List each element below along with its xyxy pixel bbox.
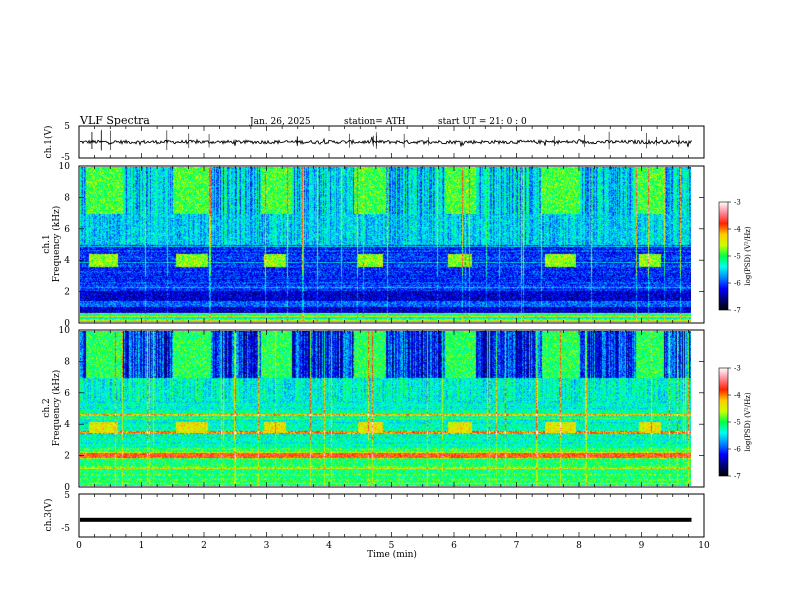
ch1-waveform-spikes	[91, 129, 680, 151]
freq-tick-label: 6	[64, 225, 70, 235]
date-label: Jan. 26, 2025	[249, 117, 311, 127]
ch1-spectrogram-ylabel-channel: ch.1	[42, 234, 52, 253]
colorbar-tick-label: -6	[734, 446, 741, 454]
figure-title: VLF Spectra	[79, 114, 150, 127]
ch2-colorbar-ticks: -3 -4 -5 -6 -7	[728, 365, 741, 481]
freq-tick-label: 0	[64, 483, 70, 493]
ch1-colorbar	[718, 201, 729, 311]
start-ut-label: start UT = 21: 0 : 0	[438, 117, 527, 127]
ch2-spectrogram-ylabel-frequency: Frequency (kHz)	[51, 370, 62, 447]
ch2-colorbar	[718, 367, 729, 477]
time-tick-label: 5	[389, 541, 395, 551]
colorbar-tick-label: -4	[734, 226, 741, 234]
time-tick-label: 4	[326, 541, 332, 551]
ch1-spectrogram-ylabel-frequency: Frequency (kHz)	[51, 206, 62, 283]
ch1-waveform-trace	[79, 136, 693, 147]
freq-tick-label: 4	[64, 256, 70, 266]
ch3-waveform-panel: 5 -5 ch.3(V)	[43, 491, 705, 538]
colorbar-tick-label: -7	[734, 307, 741, 315]
ch1-waveform-panel: 5 -5 ch.1(V)	[43, 122, 705, 163]
time-tick-label: 10	[698, 541, 710, 551]
ch3-ytick-neg5: -5	[61, 524, 70, 534]
time-tick-label: 6	[451, 541, 457, 551]
freq-tick-label: 2	[64, 452, 70, 462]
time-axis-label: Time (min)	[367, 549, 417, 560]
ch1-ytick-5: 5	[64, 122, 70, 132]
ch3-waveform-frame	[78, 493, 705, 538]
freq-tick-label: 10	[59, 326, 71, 336]
time-tick-label: 0	[76, 541, 82, 551]
ch3-waveform-ylabel: ch.3(V)	[43, 499, 54, 532]
ch1-ytick-neg5: -5	[61, 153, 70, 163]
ch1-colorbar-label: log(PSD) (V²/Hz)	[744, 226, 752, 285]
freq-tick-label: 8	[64, 357, 70, 367]
ch1-spectrogram-yticks: 0 2 4 6 8 10	[59, 162, 704, 329]
ch1-waveform-ylabel: ch.1(V)	[43, 126, 54, 159]
time-tick-label: 8	[576, 541, 582, 551]
colorbar-tick-label: -4	[734, 392, 741, 400]
colorbar-tick-label: -5	[734, 419, 741, 427]
time-tick-label: 2	[201, 541, 207, 551]
colorbar-tick-label: -5	[734, 253, 741, 261]
station-label: station= ATH	[344, 117, 406, 127]
ch1-spectrogram-image	[80, 167, 691, 322]
colorbar-tick-label: -3	[734, 365, 741, 373]
freq-tick-label: 0	[64, 319, 70, 329]
freq-tick-label: 4	[64, 420, 70, 430]
ch3-waveform-trace	[80, 517, 692, 522]
colorbar-tick-label: -6	[734, 280, 741, 288]
freq-tick-label: 2	[64, 288, 70, 298]
ch3-ytick-5: 5	[64, 491, 70, 501]
time-tick-label: 9	[639, 541, 645, 551]
time-tick-label: 7	[514, 541, 520, 551]
freq-tick-label: 10	[59, 162, 71, 172]
time-tick-label: 3	[264, 541, 270, 551]
time-axis-ticks	[78, 126, 705, 537]
colorbar-tick-label: -3	[734, 199, 741, 207]
ch2-spectrogram-image	[80, 331, 691, 486]
colorbar-tick-label: -7	[734, 473, 741, 481]
ch2-spectrogram-yticks: 0 2 4 6 8 10	[59, 326, 704, 493]
ch2-colorbar-label: log(PSD) (V²/Hz)	[744, 392, 752, 451]
ch1-colorbar-ticks: -3 -4 -5 -6 -7	[728, 199, 741, 315]
time-axis-tick-labels: 0 1 2 3 4 5 6 7 8 9 10	[76, 541, 710, 551]
freq-tick-label: 6	[64, 389, 70, 399]
ch2-spectrogram-ylabel-channel: ch.2	[42, 398, 52, 417]
freq-tick-label: 8	[64, 193, 70, 203]
time-tick-label: 1	[139, 541, 145, 551]
